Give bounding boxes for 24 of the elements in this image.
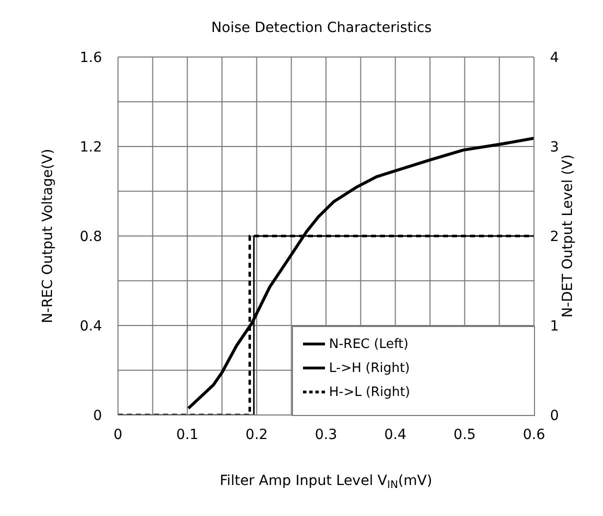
- x-tick-label: 0.5: [454, 426, 476, 443]
- legend-label: L->H (Right): [329, 361, 410, 376]
- y2-tick-label: 2: [550, 228, 559, 245]
- legend-label: H->L (Right): [329, 385, 410, 400]
- y2-tick-label: 0: [550, 408, 559, 424]
- y2-tick-label: 4: [550, 50, 559, 66]
- y-tick-label: 0: [93, 408, 102, 424]
- x-tick-label: 0.1: [176, 426, 198, 443]
- y-axis-title: N-REC Output Voltage(V): [40, 148, 56, 324]
- y2-axis-title: N-DET Output Level (V): [560, 154, 576, 318]
- x-tick-label: 0.6: [522, 426, 546, 443]
- y-tick-label: 0.8: [80, 228, 102, 245]
- x-tick-label: 0.2: [246, 426, 268, 443]
- chart-title: Noise Detection Characteristics: [210, 19, 433, 38]
- legend-label: N-REC (Left): [329, 337, 408, 352]
- y-tick-label: 1.6: [80, 50, 102, 66]
- y-tick-label: 1.2: [80, 139, 102, 156]
- x-axis-title: Filter Amp Input Level V$_{IN}$(mV): [220, 473, 432, 492]
- y-tick-label: 0.4: [80, 318, 102, 334]
- y2-tick-label: 1: [550, 318, 559, 334]
- x-tick-label: 0: [114, 426, 122, 443]
- x-tick-label: 0.4: [384, 426, 407, 443]
- y2-tick-label: 3: [550, 139, 559, 156]
- x-tick-label: 0.3: [314, 426, 338, 443]
